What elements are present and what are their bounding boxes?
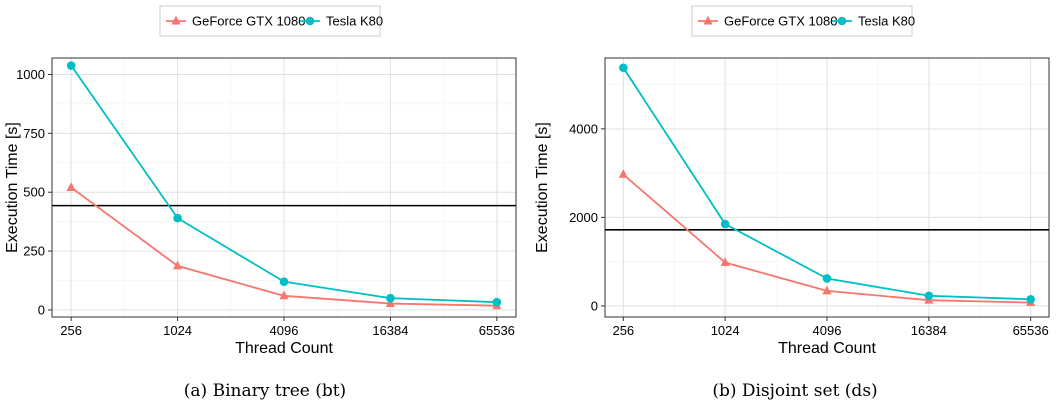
data-point-k80 bbox=[1026, 294, 1035, 304]
data-point-k80 bbox=[173, 213, 182, 223]
data-point-gtx1080 bbox=[618, 169, 628, 178]
data-point-gtx1080 bbox=[279, 290, 289, 300]
data-point-k80 bbox=[386, 293, 395, 303]
data-point-gtx1080 bbox=[385, 298, 396, 308]
plot-border bbox=[51, 57, 517, 318]
chart-svg-disjoint-set: 0 2000 4000 256 1024 4096 16384 65536 Thread Cou… bbox=[534, 5, 1050, 357]
x-tick-label: 4096 bbox=[270, 323, 299, 338]
x-tick-label: 256 bbox=[60, 323, 82, 338]
y-tick-label: 0 bbox=[38, 302, 45, 317]
chart-panel-binary-tree: 0 250 500 750 1000 256 1024 4096 16384 65536 Threa… bbox=[4, 5, 517, 401]
x-tick-label: 65536 bbox=[479, 323, 515, 338]
y-axis-title: Execution Time [s] bbox=[4, 122, 21, 253]
y-tick-label: 4000 bbox=[569, 121, 598, 136]
legend-label-k80: Tesla K80 bbox=[858, 14, 915, 29]
legend-label-k80: Tesla K80 bbox=[326, 14, 383, 29]
legend-box bbox=[159, 5, 381, 37]
data-point-k80 bbox=[492, 297, 502, 307]
data-point-k80 bbox=[720, 219, 730, 229]
legend-box bbox=[691, 5, 913, 37]
data-point-gtx1080 bbox=[822, 285, 832, 295]
data-point-gtx1080 bbox=[66, 182, 76, 191]
y-tick-label: 1000 bbox=[16, 67, 45, 82]
y-tick-label: 2000 bbox=[569, 210, 598, 225]
y-tick-label: 750 bbox=[23, 126, 45, 141]
caption-binary-tree: (a) Binary tree (bt) bbox=[183, 381, 347, 401]
legend-marker-k80 bbox=[837, 16, 847, 26]
legend-marker-k80 bbox=[305, 16, 315, 26]
data-point-gtx1080 bbox=[172, 260, 183, 270]
data-point-k80 bbox=[924, 291, 934, 301]
data-point-k80 bbox=[279, 277, 289, 286]
x-axis-title: Thread Count bbox=[778, 340, 876, 357]
legend-marker-gtx1080 bbox=[703, 15, 713, 25]
legend: GeForce GTX 1080 Tesla K80 bbox=[159, 5, 383, 37]
legend: GeForce GTX 1080 Tesla K80 bbox=[691, 5, 915, 37]
data-point-k80 bbox=[619, 63, 628, 73]
x-tick-label: 256 bbox=[612, 323, 634, 338]
x-tick-label: 16384 bbox=[372, 323, 408, 338]
x-axis-title: Thread Count bbox=[235, 340, 333, 357]
x-tick-label: 1024 bbox=[711, 323, 740, 338]
x-tick-label: 4096 bbox=[813, 323, 842, 338]
y-tick-label: 0 bbox=[591, 298, 598, 313]
x-tick-label: 1024 bbox=[163, 323, 192, 338]
legend-label-gtx1080: GeForce GTX 1080 bbox=[192, 14, 305, 29]
chart-panel-disjoint-set: 0 2000 4000 256 1024 4096 16384 65536 Thread Cou… bbox=[530, 0, 1060, 418]
data-point-gtx1080 bbox=[720, 257, 730, 266]
x-tick-label: 65536 bbox=[1013, 323, 1049, 338]
y-tick-label: 250 bbox=[23, 244, 45, 259]
legend-label-gtx1080: GeForce GTX 1080 bbox=[724, 14, 837, 29]
x-tick-label: 16384 bbox=[911, 323, 947, 338]
data-point-k80 bbox=[822, 274, 832, 283]
plot-border bbox=[604, 57, 1050, 318]
chart-svg-binary-tree: 0 250 500 750 1000 256 1024 4096 16384 65536 Threa… bbox=[4, 5, 517, 357]
y-axis-title: Execution Time [s] bbox=[534, 122, 551, 253]
legend-marker-gtx1080 bbox=[171, 15, 181, 25]
caption-disjoint-set: (b) Disjoint set (ds) bbox=[712, 381, 878, 401]
data-point-k80 bbox=[66, 61, 76, 70]
y-tick-label: 500 bbox=[23, 185, 45, 200]
